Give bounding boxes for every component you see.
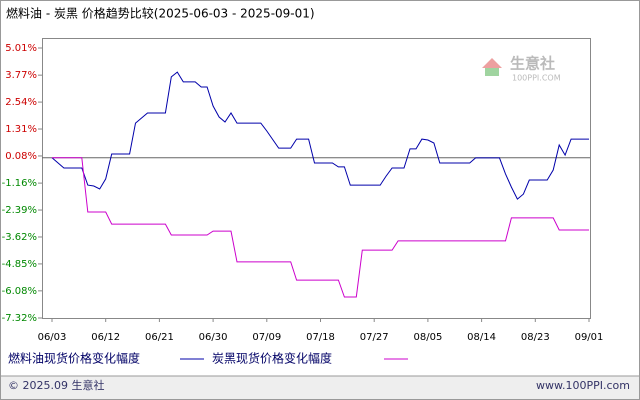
x-tick-label: 09/01 [575, 332, 604, 343]
y-tick-label: 2.54% [5, 97, 37, 108]
x-tick-label: 06/12 [91, 332, 120, 343]
x-tick-label: 08/23 [521, 332, 550, 343]
y-tick-label: -2.39% [2, 205, 37, 216]
plot-frame [42, 38, 591, 319]
y-tick-label: -1.16% [2, 178, 37, 189]
y-tick-label: 5.01% [5, 43, 37, 54]
y-tick-label: -4.85% [2, 259, 37, 270]
watermark-name: 生意社 [510, 55, 555, 73]
x-tick-label: 07/27 [360, 332, 389, 343]
series-line [52, 157, 589, 298]
y-tick-label: 1.31% [5, 124, 37, 135]
chart-title: 燃料油 - 炭黑 价格趋势比较(2025-06-03 - 2025-09-01) [6, 6, 315, 21]
x-tick-label: 06/30 [199, 332, 228, 343]
footer-band [1, 376, 639, 399]
watermark: 生意社 100PPI.COM [482, 55, 561, 83]
footer-left: © 2025.09 生意社 [8, 378, 104, 392]
legend-label: 燃料油现货价格变化幅度 [8, 351, 140, 366]
y-tick-label: -3.62% [2, 232, 37, 243]
logo [482, 58, 502, 68]
footer-right: www.100PPI.com [536, 379, 630, 392]
x-tick-label: 08/14 [467, 332, 496, 343]
x-tick-label: 06/03 [38, 332, 67, 343]
y-tick-label: 3.77% [5, 70, 37, 81]
x-tick-label: 06/21 [145, 332, 174, 343]
y-tick-label: 0.08% [5, 151, 37, 162]
watermark-url: 100PPI.COM [512, 74, 561, 83]
x-tick-label: 07/18 [306, 332, 335, 343]
logo [485, 68, 499, 76]
x-tick-label: 07/09 [252, 332, 281, 343]
y-tick-label: -7.32% [2, 313, 37, 324]
x-tick-label: 08/05 [413, 332, 442, 343]
legend-label: 炭黑现货价格变化幅度 [212, 351, 332, 366]
y-tick-label: -6.08% [2, 286, 37, 297]
series-line [51, 71, 589, 200]
